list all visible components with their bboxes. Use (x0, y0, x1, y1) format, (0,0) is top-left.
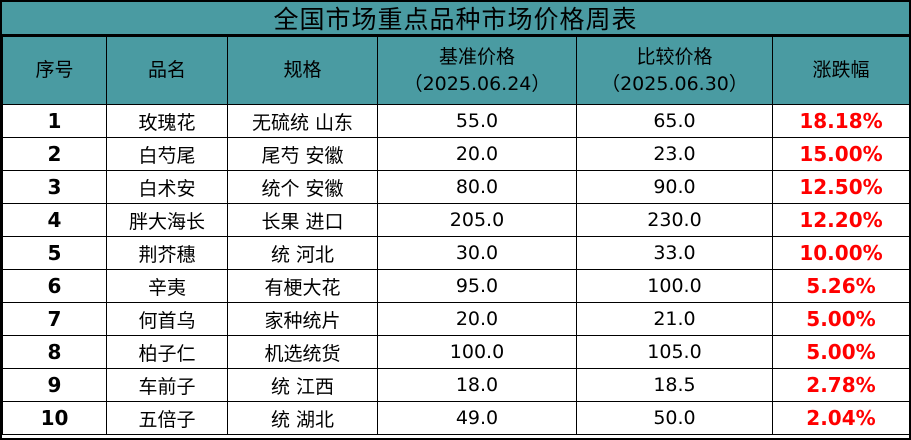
table-row: 9 车前子统 江西 18.0 18.5 2.78% (2, 368, 910, 402)
cell-spec: 统个 安徽 (227, 170, 378, 204)
table-body: 1 玫瑰花 无硫统 山东 55.0 65.0 18.18% 2 白芍尾 尾芍 安徽 20.0 23.… (2, 104, 910, 435)
cell-base-price: 49.0 (377, 401, 577, 435)
table-row: 5 荆芥穗统 河北 30.0 33.0 10.00% (2, 236, 910, 270)
cell-change: 18.18% (772, 104, 910, 138)
cell-base-price: 95.0 (377, 269, 577, 303)
cell-compare-price: 23.0 (576, 137, 773, 171)
cell-no: 1 (2, 104, 107, 138)
cell-base-price: 100.0 (377, 335, 577, 369)
cell-compare-price: 105.0 (576, 335, 773, 369)
table-row: 7 何首乌 家种统片 20.0 21.0 5.00% (2, 302, 910, 336)
cell-name: 白芍尾 (106, 137, 228, 171)
cell-compare-price: 90.0 (576, 170, 773, 204)
header-no: 序号 (2, 36, 107, 105)
cell-change: 12.50% (772, 170, 910, 204)
header-compare-date: （2025.06.30） (601, 72, 748, 95)
header-change: 涨跌幅 (772, 36, 910, 105)
cell-change: 12.20% (772, 203, 910, 237)
header-compare-price-label: 比较价格 (636, 45, 713, 68)
header-base-price: 基准价格 （2025.06.24） (377, 36, 577, 105)
cell-compare-price: 50.0 (576, 401, 773, 435)
cell-compare-price: 21.0 (576, 302, 773, 336)
cell-name: 五倍子 (106, 401, 228, 435)
table-title: 全国市场重点品种市场价格周表 (2, 2, 909, 36)
cell-name: 白术安 (106, 170, 228, 204)
cell-spec: 统 河北 (227, 236, 378, 270)
cell-change: 10.00% (772, 236, 910, 270)
cell-no: 8 (2, 335, 107, 369)
table-row: 1 玫瑰花 无硫统 山东 55.0 65.0 18.18% (2, 104, 910, 138)
cell-no: 5 (2, 236, 107, 270)
cell-base-price: 55.0 (377, 104, 577, 138)
cell-base-price: 18.0 (377, 368, 577, 402)
cell-no: 6 (2, 269, 107, 303)
header-base-date: （2025.06.24） (403, 72, 551, 95)
cell-name: 何首乌 (106, 302, 228, 336)
header-row: 序号 品名 规格 基准价格 （2025.06.24） 比较价格 （2025.06… (2, 36, 910, 105)
cell-name: 柏子仁 (106, 335, 228, 369)
cell-change: 5.00% (772, 335, 910, 369)
table-row: 10 五倍子统 湖北 49.0 50.0 2.04% (2, 401, 910, 435)
cell-spec: 统 江西 (227, 368, 378, 402)
cell-compare-price: 230.0 (576, 203, 773, 237)
cell-no: 7 (2, 302, 107, 336)
cell-spec: 有梗大花 (227, 269, 378, 303)
cell-spec: 尾芍 安徽 (227, 137, 378, 171)
header-compare-price: 比较价格 （2025.06.30） (576, 36, 773, 105)
cell-change: 5.26% (772, 269, 910, 303)
cell-name: 辛夷 (106, 269, 228, 303)
cell-base-price: 30.0 (377, 236, 577, 270)
cell-no: 3 (2, 170, 107, 204)
cell-no: 4 (2, 203, 107, 237)
cell-compare-price: 100.0 (576, 269, 773, 303)
cell-compare-price: 65.0 (576, 104, 773, 138)
cell-compare-price: 18.5 (576, 368, 773, 402)
header-spec: 规格 (227, 36, 378, 105)
price-table: 序号 品名 规格 基准价格 （2025.06.24） 比较价格 （2025.06… (2, 36, 910, 435)
header-name: 品名 (106, 36, 228, 105)
cell-no: 2 (2, 137, 107, 171)
cell-compare-price: 33.0 (576, 236, 773, 270)
cell-name: 荆芥穗 (106, 236, 228, 270)
cell-spec: 家种统片 (227, 302, 378, 336)
cell-spec: 无硫统 山东 (227, 104, 378, 138)
table-row: 6 辛夷 有梗大花 95.0 100.0 5.26% (2, 269, 910, 303)
cell-no: 9 (2, 368, 107, 402)
cell-change: 15.00% (772, 137, 910, 171)
cell-spec: 长果 进口 (227, 203, 378, 237)
cell-change: 2.04% (772, 401, 910, 435)
cell-name: 车前子 (106, 368, 228, 402)
header-base-price-label: 基准价格 (438, 45, 515, 68)
cell-change: 5.00% (772, 302, 910, 336)
cell-base-price: 20.0 (377, 302, 577, 336)
cell-base-price: 205.0 (377, 203, 577, 237)
table-row: 8 柏子仁 机选统货 100.0 105.0 5.00% (2, 335, 910, 369)
table-row: 3 白术安 统个 安徽 80.0 90.0 12.50% (2, 170, 910, 204)
cell-spec: 统 湖北 (227, 401, 378, 435)
cell-base-price: 80.0 (377, 170, 577, 204)
cell-name: 玫瑰花 (106, 104, 228, 138)
table-row: 2 白芍尾 尾芍 安徽 20.0 23.0 15.00% (2, 137, 910, 171)
cell-base-price: 20.0 (377, 137, 577, 171)
cell-spec: 机选统货 (227, 335, 378, 369)
cell-name: 胖大海长 (106, 203, 228, 237)
cell-no: 10 (2, 401, 107, 435)
cell-change: 2.78% (772, 368, 910, 402)
table-row: 4 胖大海长 长果 进口 205.0 230.0 12.20% (2, 203, 910, 237)
